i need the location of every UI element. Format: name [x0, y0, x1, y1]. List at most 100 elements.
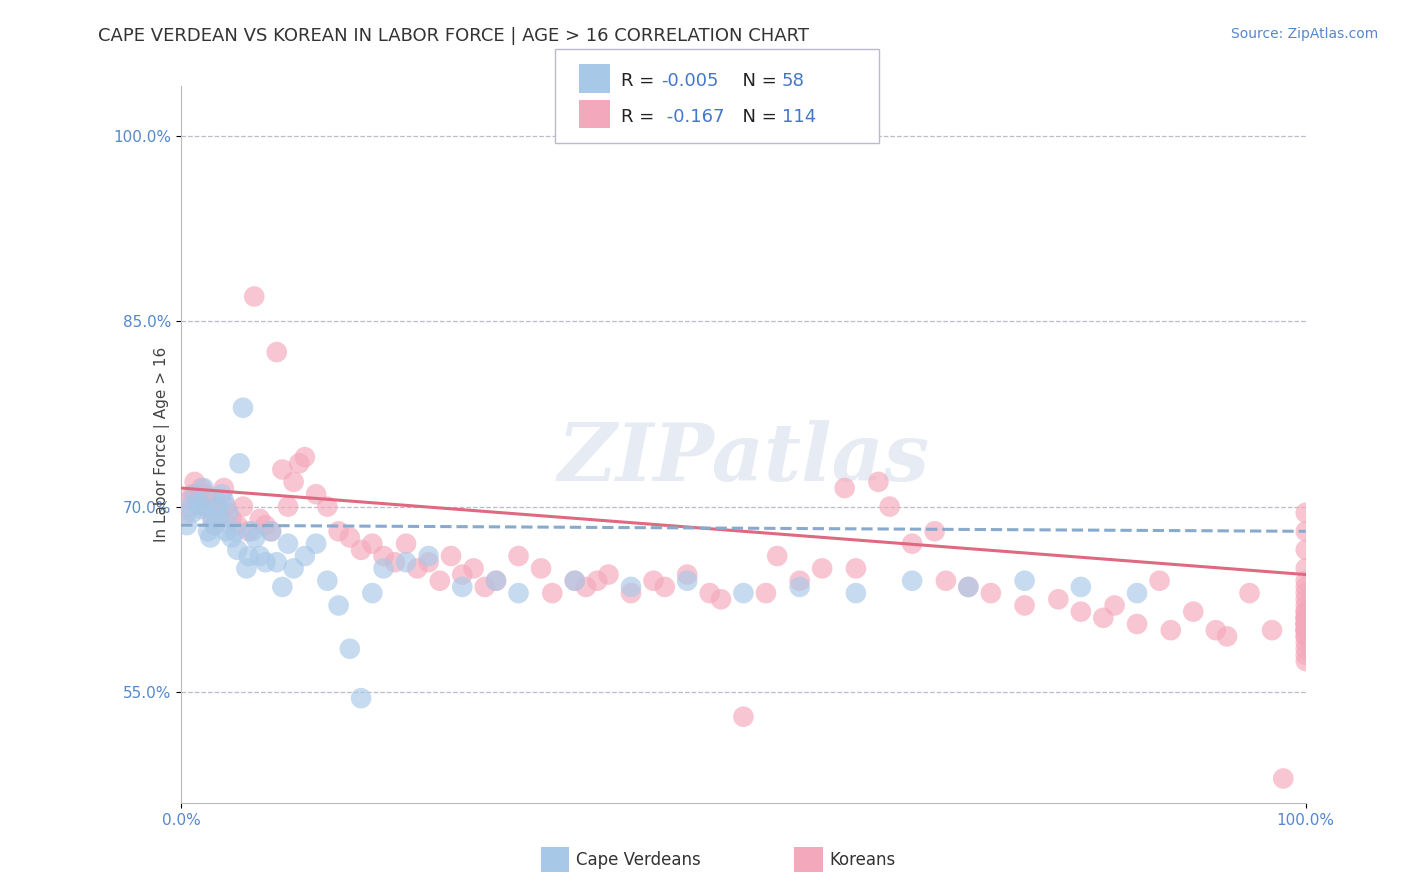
Point [1070, 580, 1092, 594]
Text: -0.005: -0.005 [661, 72, 718, 90]
Point [277, 536, 299, 550]
Point [1104, 599, 1126, 613]
Point [811, 561, 834, 575]
Point [575, 580, 598, 594]
Text: ZIPatlas: ZIPatlas [557, 420, 929, 498]
Point [1126, 617, 1149, 632]
Text: N =: N = [731, 108, 783, 126]
Point [212, 493, 235, 508]
Point [187, 493, 209, 508]
Point [474, 580, 496, 594]
Point [1295, 629, 1317, 643]
Point [1295, 599, 1317, 613]
Point [451, 580, 474, 594]
Point [1092, 611, 1115, 625]
Point [193, 500, 215, 514]
Point [249, 512, 271, 526]
Text: R =: R = [621, 72, 661, 90]
Point [845, 561, 868, 575]
Point [1272, 772, 1295, 786]
Point [260, 524, 283, 539]
Point [283, 561, 305, 575]
Text: 58: 58 [782, 72, 804, 90]
Point [198, 493, 221, 508]
Point [201, 512, 224, 526]
Text: CAPE VERDEAN VS KOREAN IN LABOR FORCE | AGE > 16 CORRELATION CHART: CAPE VERDEAN VS KOREAN IN LABOR FORCE | … [98, 27, 810, 45]
Point [508, 586, 530, 600]
Point [384, 555, 406, 569]
Point [266, 345, 288, 359]
Point [1295, 654, 1317, 668]
Point [181, 506, 204, 520]
Point [1047, 592, 1070, 607]
Point [209, 506, 232, 520]
Point [235, 561, 257, 575]
Point [901, 536, 924, 550]
Point [211, 487, 233, 501]
Point [935, 574, 957, 588]
Text: -0.167: -0.167 [661, 108, 724, 126]
Point [485, 574, 508, 588]
Point [620, 586, 643, 600]
Point [183, 475, 205, 489]
Point [240, 524, 263, 539]
Point [1295, 641, 1317, 656]
Point [418, 555, 440, 569]
Point [294, 450, 316, 464]
Point [350, 542, 373, 557]
Point [339, 531, 361, 545]
Point [277, 500, 299, 514]
Point [868, 475, 890, 489]
Point [924, 524, 946, 539]
Point [564, 574, 586, 588]
Point [1014, 574, 1036, 588]
Point [879, 500, 901, 514]
Point [232, 500, 254, 514]
Point [1295, 635, 1317, 649]
Point [197, 524, 219, 539]
Point [957, 580, 980, 594]
Point [232, 401, 254, 415]
Point [215, 524, 238, 539]
Point [238, 549, 260, 563]
Point [789, 574, 811, 588]
Point [586, 574, 609, 588]
Point [1295, 561, 1317, 575]
Point [564, 574, 586, 588]
Point [260, 524, 283, 539]
Point [271, 580, 294, 594]
Point [194, 487, 217, 501]
Point [226, 518, 249, 533]
Point [463, 561, 485, 575]
Point [200, 531, 222, 545]
Point [193, 481, 215, 495]
Point [1295, 623, 1317, 637]
Point [1295, 605, 1317, 619]
Point [845, 586, 868, 600]
Point [1149, 574, 1171, 588]
Point [305, 536, 328, 550]
Point [283, 475, 305, 489]
Point [215, 500, 238, 514]
Point [1295, 574, 1317, 588]
Point [676, 567, 699, 582]
Point [395, 536, 418, 550]
Point [361, 536, 384, 550]
Point [620, 580, 643, 594]
Point [208, 512, 231, 526]
Point [305, 487, 328, 501]
Text: Source: ZipAtlas.com: Source: ZipAtlas.com [1230, 27, 1378, 41]
Point [1239, 586, 1261, 600]
Point [204, 518, 226, 533]
Point [179, 500, 201, 514]
Point [288, 456, 311, 470]
Point [339, 641, 361, 656]
Point [1295, 617, 1317, 632]
Point [1126, 586, 1149, 600]
Point [204, 518, 226, 533]
Point [451, 567, 474, 582]
Point [1295, 648, 1317, 662]
Point [1295, 524, 1317, 539]
Point [1295, 617, 1317, 632]
Point [221, 512, 243, 526]
